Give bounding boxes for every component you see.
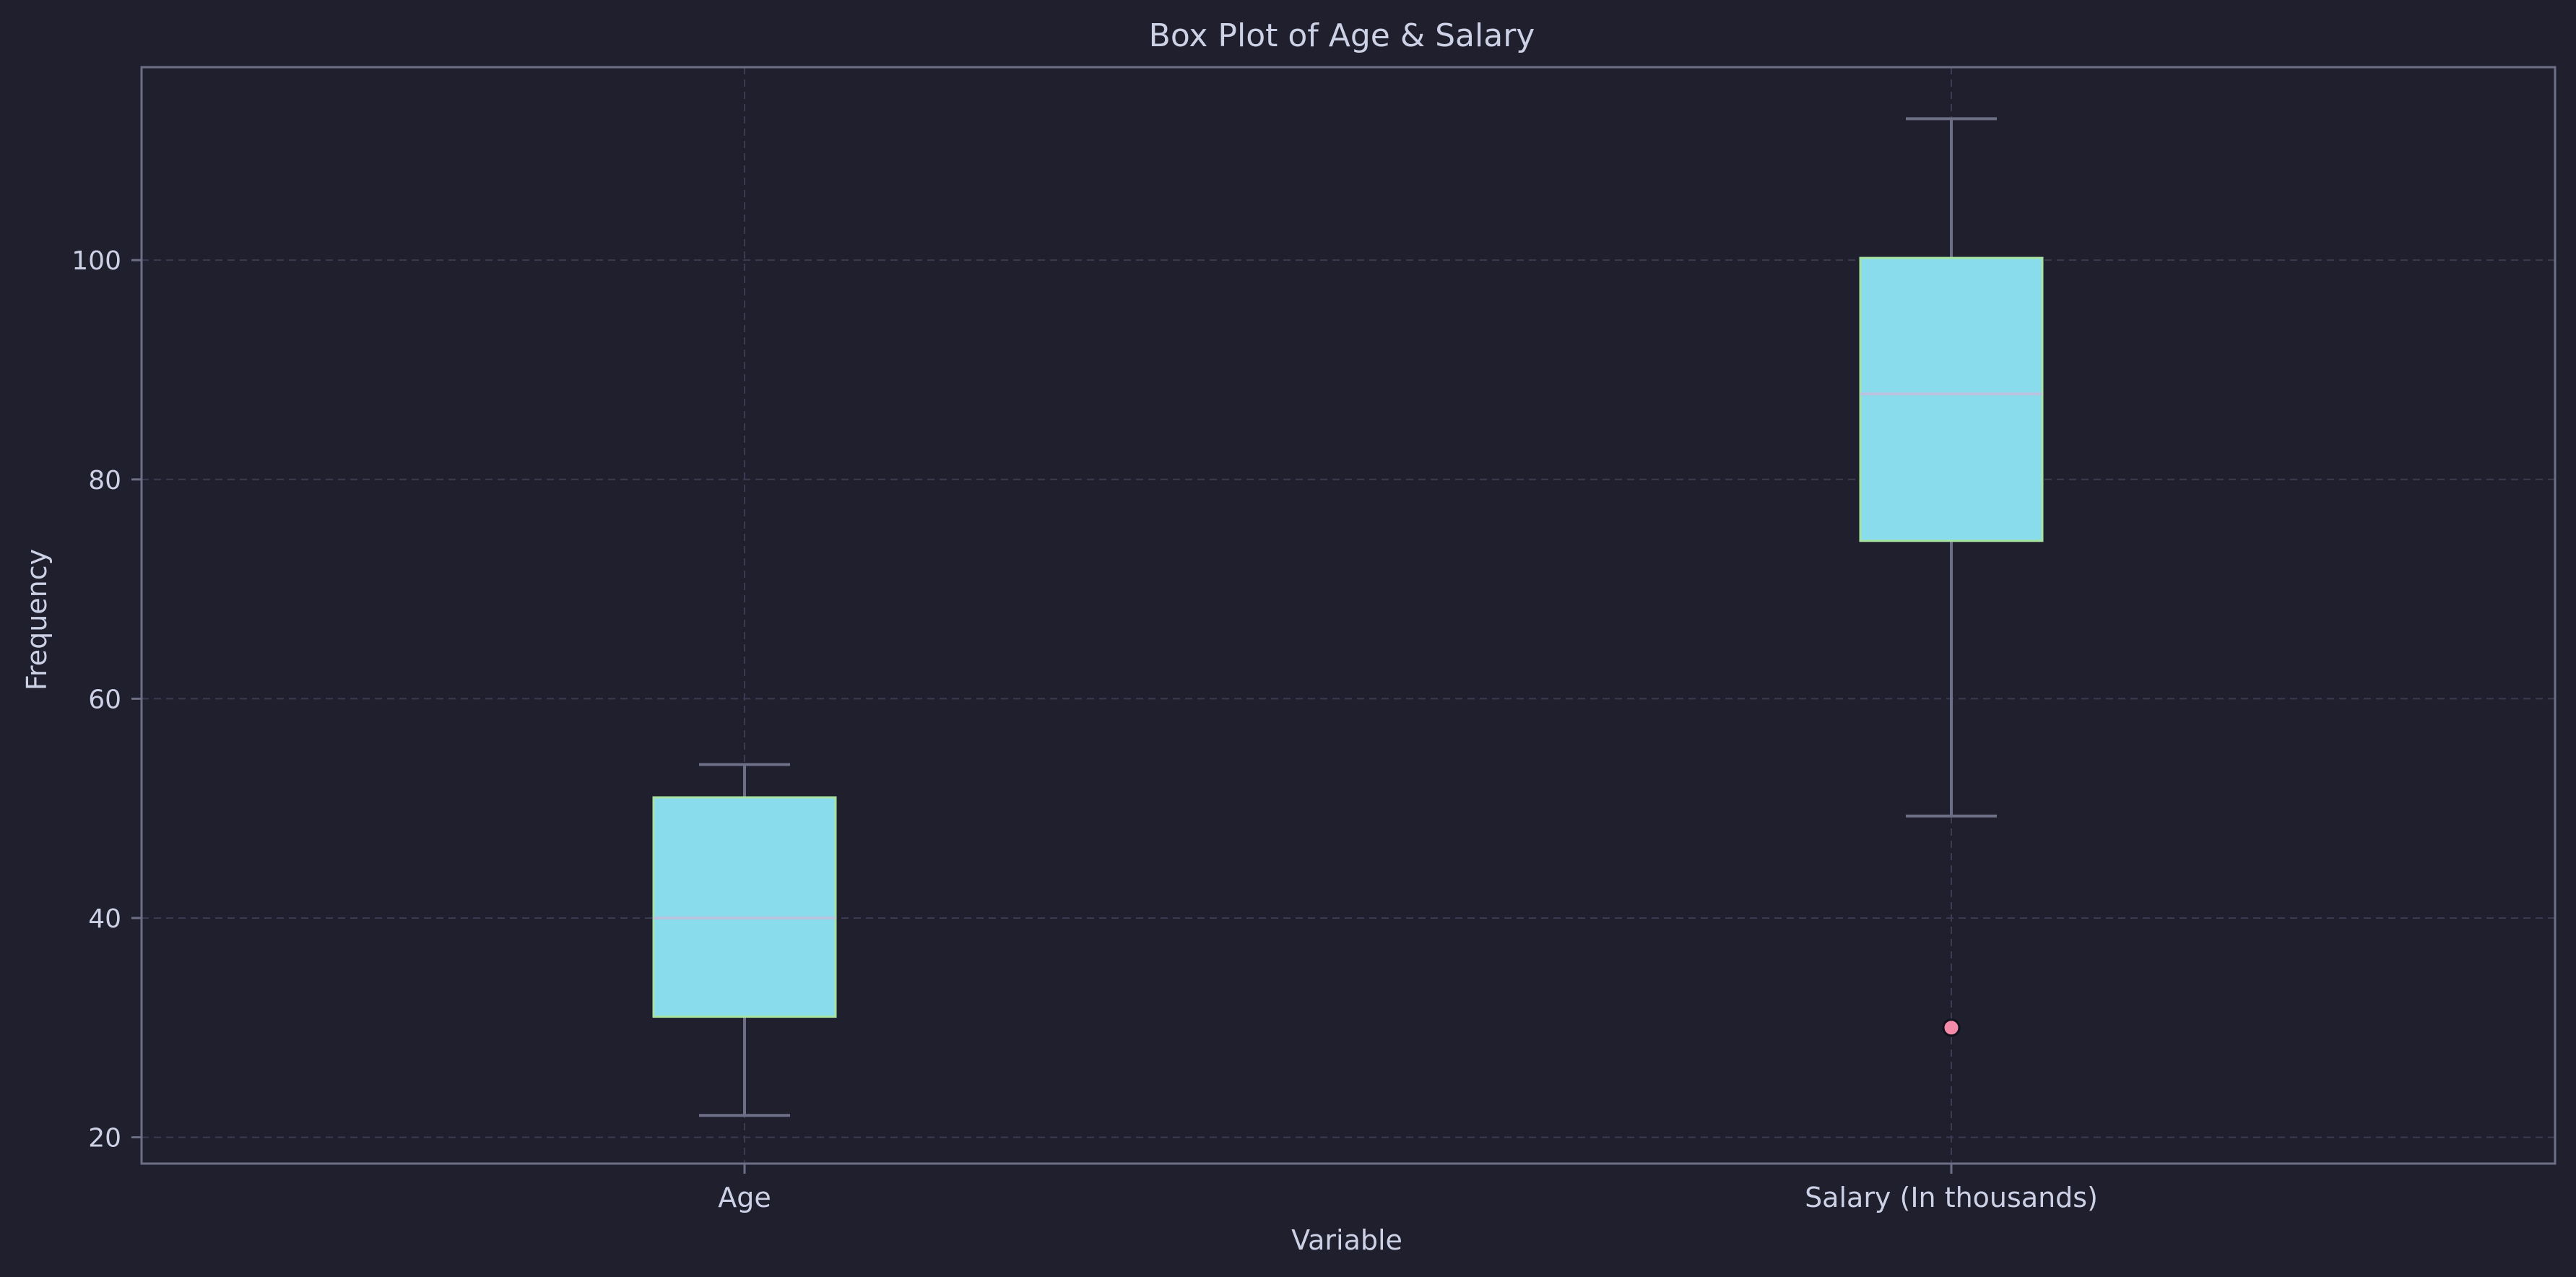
box-iqr <box>1859 256 2044 542</box>
x-tick-label: Age <box>718 1182 771 1213</box>
plot-layer <box>652 117 2044 1117</box>
y-axis-label: Frequency <box>21 549 53 691</box>
y-tick-label: 20 <box>88 1124 121 1153</box>
x-axis-label: Variable <box>1291 1224 1402 1256</box>
y-tick-label: 60 <box>88 685 121 714</box>
box-salary <box>1859 117 2044 1037</box>
x-tick-label: Salary (In thousands) <box>1805 1182 2098 1213</box>
axis-layer: 20 40 60 80 100 Age Salary (In thousands) <box>71 246 2098 1213</box>
box-iqr <box>652 796 837 1018</box>
y-tick-label: 40 <box>88 904 121 934</box>
outlier-point <box>1942 1018 1961 1037</box>
plot-area-frame <box>140 66 2557 1165</box>
box-age <box>652 763 837 1117</box>
chart-title: Box Plot of Age & Salary <box>1149 17 1535 54</box>
y-tick-label: 80 <box>88 466 121 495</box>
y-tick-label: 100 <box>71 246 121 276</box>
